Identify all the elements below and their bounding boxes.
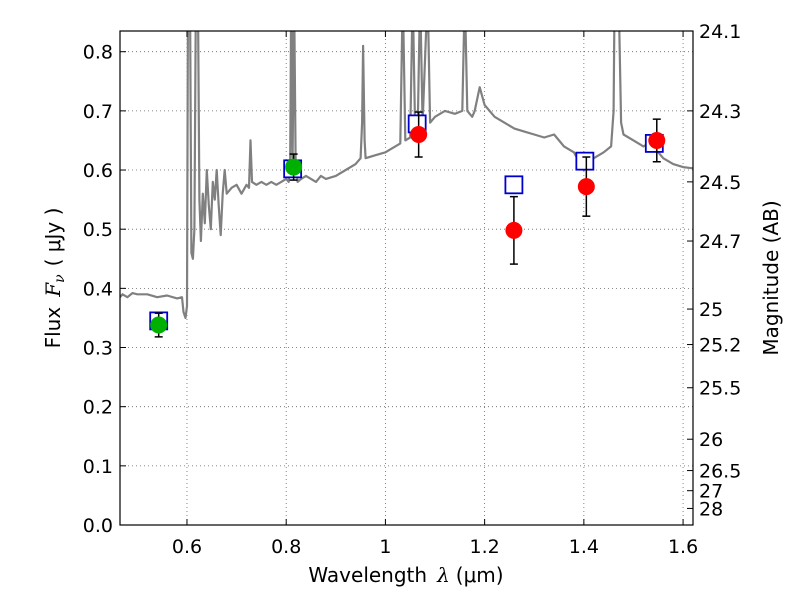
right-tick-label: 25.2: [699, 335, 741, 357]
model-box: [575, 151, 595, 171]
x-tick-label: 0.6: [172, 536, 202, 558]
tick-layer: 0.6 0.8 1 1.2 1.4 1.6 0.0 0.1 0.2 0.3 0.4 0.5 0.6 0.7…: [83, 21, 742, 558]
observed-point: [648, 131, 666, 149]
observed-point-layer: [150, 111, 666, 338]
observed-point: [285, 158, 303, 176]
right-tick-label: 24.7: [699, 231, 741, 253]
right-tick-label: 26.5: [699, 461, 741, 483]
right-tick-label: 28: [699, 498, 723, 520]
y-tick-label: 0.0: [83, 515, 113, 537]
right-tick-label: 24.1: [699, 21, 741, 43]
spectrum-layer: [120, 31, 693, 319]
y-tick-label: 0.3: [83, 338, 113, 360]
y-tick-label: 0.5: [83, 219, 113, 241]
plot-frame: [119, 30, 694, 526]
right-tick-label: 25: [699, 299, 723, 321]
y-tick-label: 0.6: [83, 160, 113, 182]
y-axis-label: FluxFν( μJy ): [41, 208, 68, 349]
grid-layer: [120, 31, 693, 526]
right-axis-label: Magnitude (AB): [759, 200, 783, 355]
observed-point: [150, 316, 168, 334]
x-tick-label: 0.8: [271, 536, 301, 558]
y-tick-label: 0.4: [83, 278, 113, 300]
right-tick-label: 26: [699, 429, 723, 451]
x-tick-label: 1.2: [470, 536, 500, 558]
observed-point: [505, 221, 523, 239]
x-tick-label: 1.4: [569, 536, 599, 558]
y-tick-label: 0.7: [83, 101, 113, 123]
y-tick-label: 0.1: [83, 456, 113, 478]
x-axis-label: Wavelength λ (μm): [308, 563, 503, 587]
x-tick-label: 1: [379, 536, 391, 558]
right-tick-label: 24.5: [699, 172, 741, 194]
right-tick-label: 25.5: [699, 378, 741, 400]
right-tick-label: 27: [699, 481, 723, 503]
right-tick-label: 24.3: [699, 101, 741, 123]
spectrum-line: [120, 31, 693, 319]
model-box: [504, 175, 524, 195]
x-tick-label: 1.6: [668, 536, 698, 558]
observed-point: [410, 126, 428, 144]
observed-point: [577, 178, 595, 196]
y-tick-label: 0.8: [83, 42, 113, 64]
model-box-layer: [149, 114, 664, 331]
y-tick-label: 0.2: [83, 397, 113, 419]
